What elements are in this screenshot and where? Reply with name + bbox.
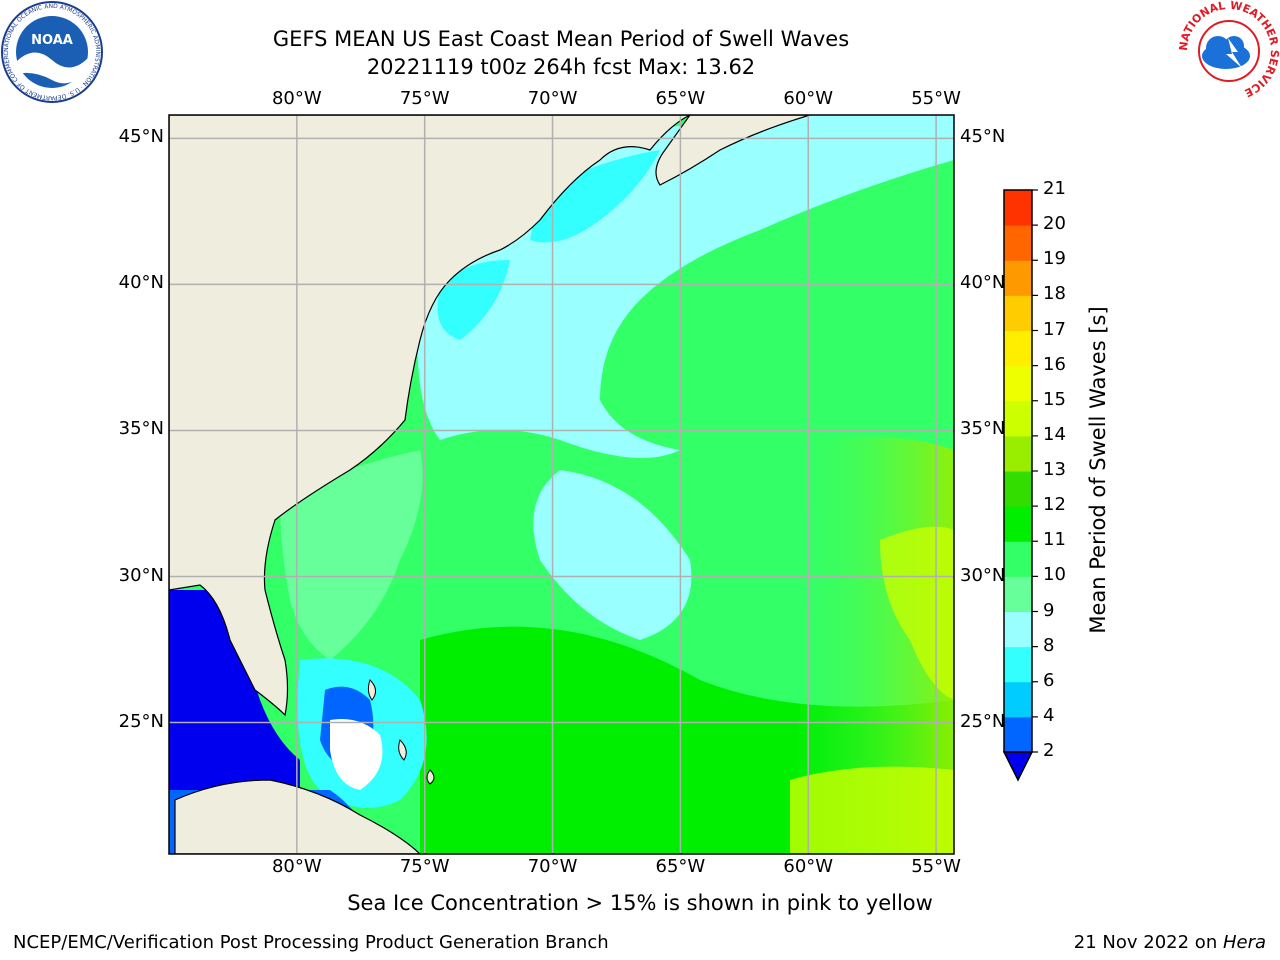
colorbar-tick-label: 15 xyxy=(1043,388,1066,410)
footer-date-text: 21 Nov 2022 on xyxy=(1073,932,1223,953)
map-title: GEFS MEAN US East Coast Mean Period of S… xyxy=(272,27,850,51)
colorbar-segment xyxy=(1004,716,1032,753)
colorbar-tick-label: 2 xyxy=(1043,740,1055,761)
footer-machine: Hera xyxy=(1222,932,1266,953)
lat-label-right: 30°N xyxy=(960,564,1006,586)
colorbar-segment xyxy=(1004,576,1032,612)
swell-band-6s-gulf-of-maine xyxy=(530,150,660,243)
lat-label-right: 40°N xyxy=(960,272,1006,294)
colorbar-segment xyxy=(1004,400,1032,437)
colorbar-tick-label: 8 xyxy=(1043,634,1055,656)
colorbar-tick-label: 9 xyxy=(1043,599,1055,621)
colorbar-segment xyxy=(1004,225,1032,261)
plot-frame xyxy=(168,114,955,855)
bahamas-island xyxy=(367,679,376,701)
colorbar-tick-label: 11 xyxy=(1043,529,1066,551)
swell-band-6s-mid-atlantic xyxy=(437,260,510,340)
colorbar-segment xyxy=(1004,646,1032,683)
lat-label-left: 25°N xyxy=(118,710,164,732)
lat-label-right: 25°N xyxy=(960,710,1006,732)
colorbar-segment xyxy=(1004,471,1032,507)
colorbar-segment xyxy=(1004,260,1032,296)
noaa-text: NOAA xyxy=(31,33,73,48)
lat-label-left: 40°N xyxy=(118,272,164,294)
lon-label-top: 70°W xyxy=(527,88,578,109)
lon-label-bottom: 80°W xyxy=(271,856,322,877)
footer-date: 21 Nov 2022 on Hera xyxy=(1074,932,1266,953)
colorbar xyxy=(1002,189,1038,782)
swell-band-8s-central xyxy=(533,470,692,640)
lon-label-bottom: 60°W xyxy=(783,856,834,877)
colorbar-segment xyxy=(1004,365,1032,402)
lat-label-right: 35°N xyxy=(960,418,1006,440)
lon-label-top: 65°W xyxy=(655,88,706,109)
nova-scotia-land xyxy=(655,115,811,186)
colorbar-tick-label: 21 xyxy=(1043,178,1066,199)
colorbar-tick-label: 13 xyxy=(1043,459,1066,480)
noaa-logo: NATIONAL OCEANIC AND ATMOSPHERIC ADMINIS… xyxy=(0,0,103,103)
footer-credit: NCEP/EMC/Verification Post Processing Pr… xyxy=(13,932,609,953)
colorbar-segment xyxy=(1004,681,1032,718)
colorbar-tick-label: 4 xyxy=(1043,704,1055,726)
lon-label-bottom: 65°W xyxy=(655,856,706,877)
lon-label-top: 80°W xyxy=(271,88,322,109)
colorbar-segment xyxy=(1004,541,1032,577)
colorbar-segment xyxy=(1004,611,1032,648)
graticule xyxy=(169,115,954,854)
lat-label-right: 45°N xyxy=(960,126,1006,148)
colorbar-under-arrow xyxy=(1002,751,1034,782)
colorbar-tick-label: 10 xyxy=(1043,564,1066,586)
lon-label-top: 60°W xyxy=(783,88,834,109)
colorbar-tick-label: 20 xyxy=(1043,213,1066,235)
colorbar-tick-label: 16 xyxy=(1043,353,1066,375)
nws-logo: NATIONAL WEATHER SERVICE xyxy=(1178,0,1280,100)
lat-label-left: 35°N xyxy=(118,418,164,440)
colorbar-segment xyxy=(1004,330,1032,367)
colorbar-tick-label: 19 xyxy=(1043,248,1066,270)
colorbar-tick-label: 18 xyxy=(1043,283,1066,305)
colorbar-tick-label: 12 xyxy=(1043,494,1066,516)
wave-field xyxy=(169,115,954,854)
sea-ice-note: Sea Ice Concentration > 15% is shown in … xyxy=(347,891,933,915)
lat-label-left: 45°N xyxy=(118,126,164,148)
lon-label-bottom: 55°W xyxy=(911,856,961,877)
lat-label-left: 30°N xyxy=(118,564,164,586)
colorbar-label: Mean Period of Swell Waves [s] xyxy=(1086,306,1110,634)
swell-band-13s-south xyxy=(790,766,954,854)
lon-label-bottom: 70°W xyxy=(527,856,578,877)
bahamas-island xyxy=(398,739,407,761)
swell-band-9s-coastal xyxy=(280,450,423,660)
lon-label-bottom: 75°W xyxy=(399,856,450,877)
shallow-bank xyxy=(330,719,383,790)
lon-label-top: 55°W xyxy=(911,88,961,109)
colorbar-tick-label: 6 xyxy=(1043,669,1055,691)
colorbar-segment xyxy=(1004,435,1032,472)
bahamas-island xyxy=(426,769,435,785)
colorbar-tick-label: 14 xyxy=(1043,423,1066,445)
map-subtitle: 20221119 t00z 264h fcst Max: 13.62 xyxy=(366,55,756,79)
lon-label-top: 75°W xyxy=(399,88,450,109)
us-east-coast-land xyxy=(169,115,691,717)
colorbar-segment xyxy=(1004,190,1032,226)
colorbar-segment xyxy=(1004,295,1032,331)
colorbar-segment xyxy=(1004,506,1032,542)
colorbar-tick-label: 17 xyxy=(1043,318,1066,340)
